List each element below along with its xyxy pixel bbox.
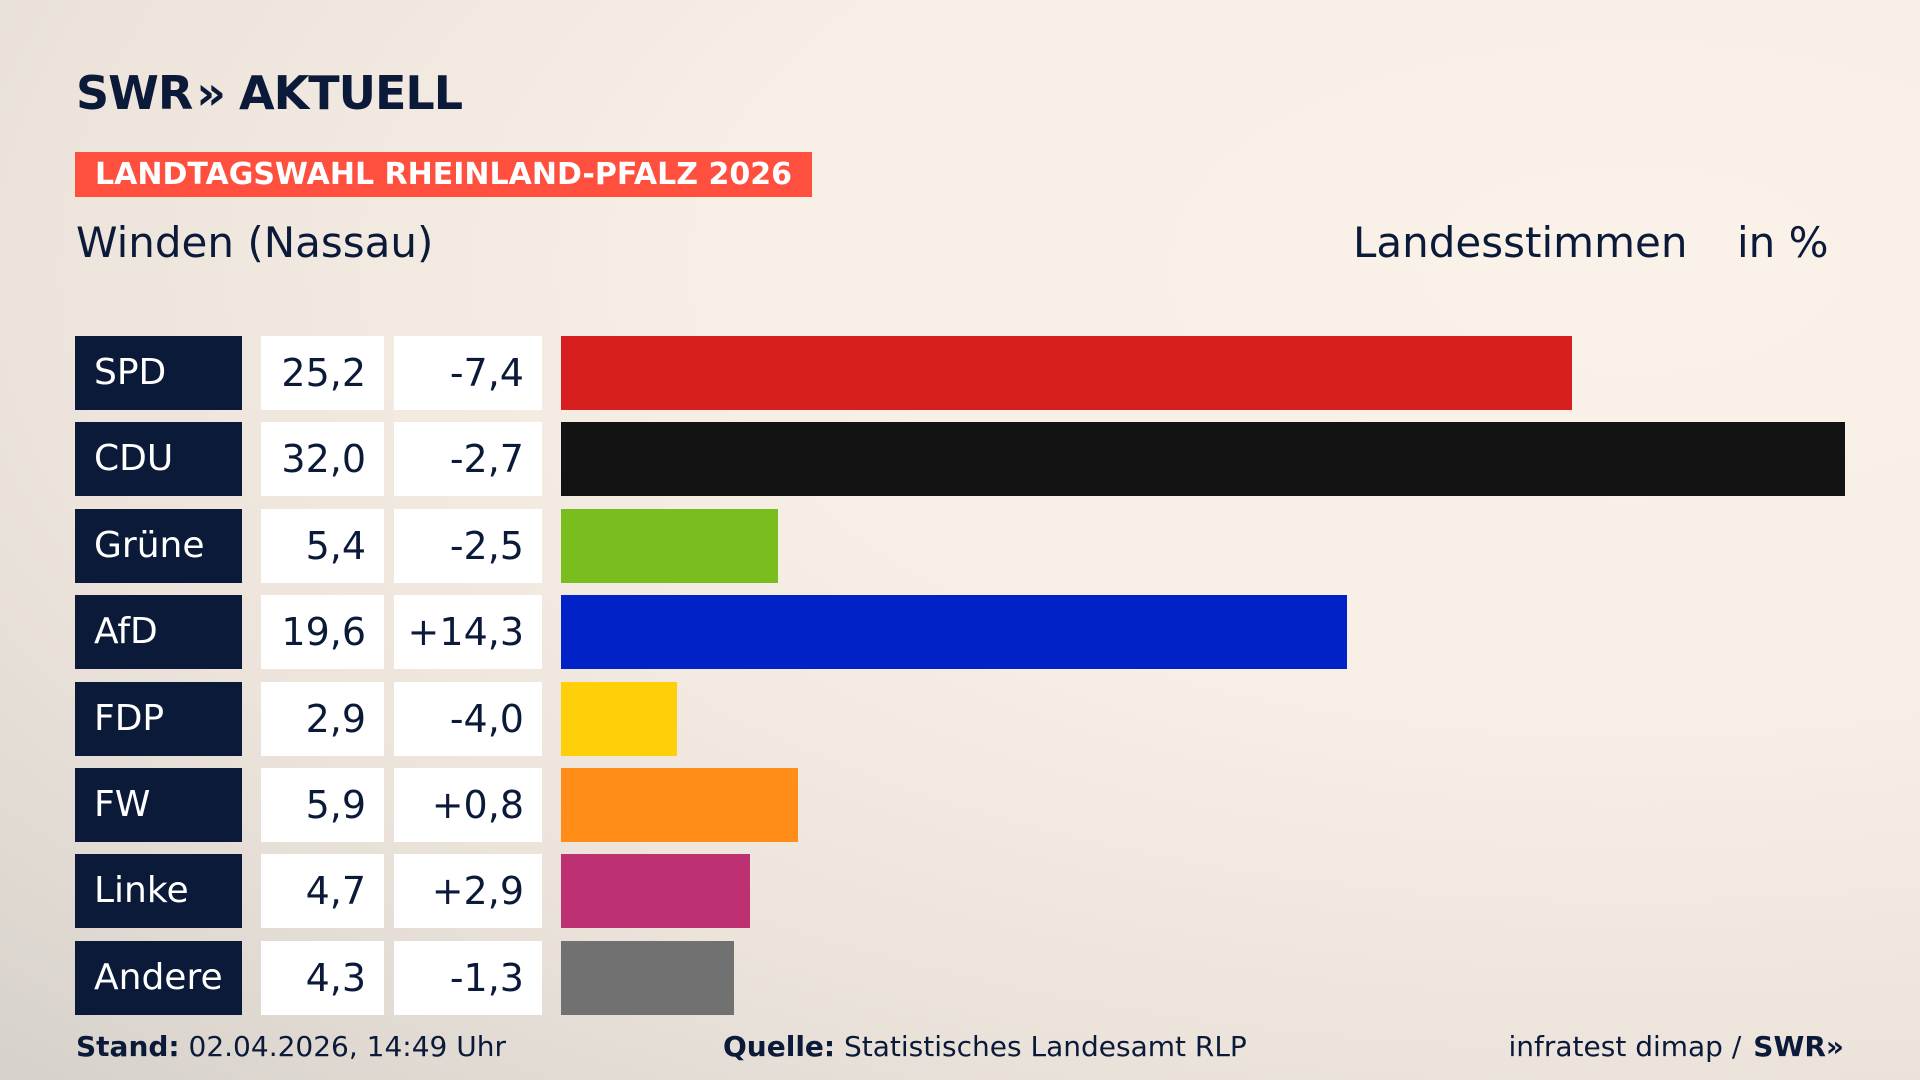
party-label: Grüne [75,508,242,583]
vote-share-value: 2,9 [261,681,384,756]
result-row: FDP 2,9 -4,0 [75,681,1845,756]
party-label: FW [75,768,242,842]
source-value: Statistisches Landesamt RLP [844,1030,1247,1063]
result-bar [561,768,798,842]
unit-label: in % [1737,218,1829,267]
party-label: FDP [75,681,242,756]
result-row: SPD 25,2 -7,4 [75,336,1845,410]
vote-share-value: 19,6 [261,595,384,670]
vote-change-value: -7,4 [394,336,542,410]
result-bar [561,681,678,756]
swr-small-logo: SWR» [1753,1030,1844,1063]
result-bar [561,336,1573,410]
logo-chevron-icon: » [196,66,226,120]
result-bar [561,595,1348,670]
result-bar [561,940,734,1015]
party-label: Linke [75,854,242,929]
vote-share-value: 4,3 [261,940,384,1015]
result-row: CDU 32,0 -2,7 [75,422,1845,497]
vote-change-value: -2,7 [394,422,542,497]
credit-text: infratest dimap / [1508,1030,1742,1063]
source-label: Quelle: [723,1030,836,1063]
vote-change-value: +14,3 [394,595,542,670]
vote-share-value: 32,0 [261,422,384,497]
party-label: AfD [75,595,242,670]
vote-change-value: -1,3 [394,940,542,1015]
vote-change-value: -2,5 [394,508,542,583]
logo-suffix: AKTUELL [239,66,463,120]
result-row: Andere 4,3 -1,3 [75,940,1845,1015]
party-label: SPD [75,336,242,410]
vote-share-value: 5,9 [261,768,384,842]
vote-change-value: +0,8 [394,768,542,842]
result-bar [561,422,1845,497]
credit: infratest dimap / SWR» [1508,1030,1844,1063]
stand-value: 02.04.2026, 14:49 Uhr [188,1030,506,1063]
vote-share-value: 5,4 [261,508,384,583]
result-row: AfD 19,6 +14,3 [75,595,1845,670]
election-badge: LANDTAGSWAHL RHEINLAND-PFALZ 2026 [75,152,812,197]
result-row: FW 5,9 +0,8 [75,768,1845,842]
swr-aktuell-logo: SWR » AKTUELL [76,66,463,120]
stand-label: Stand: [76,1030,180,1063]
result-bar [561,508,778,583]
result-row: Grüne 5,4 -2,5 [75,508,1845,583]
vote-share-value: 4,7 [261,854,384,929]
result-bar [561,854,750,929]
party-label: CDU [75,422,242,497]
vote-change-value: -4,0 [394,681,542,756]
result-row: Linke 4,7 +2,9 [75,854,1845,929]
timestamp: Stand: 02.04.2026, 14:49 Uhr [76,1030,506,1063]
vote-change-value: +2,9 [394,854,542,929]
vote-share-value: 25,2 [261,336,384,410]
source: Quelle: Statistisches Landesamt RLP [723,1030,1247,1063]
vote-type-label: Landesstimmen [1353,218,1688,267]
party-label: Andere [75,940,242,1015]
region-title: Winden (Nassau) [76,218,434,267]
logo-text: SWR [76,66,193,120]
